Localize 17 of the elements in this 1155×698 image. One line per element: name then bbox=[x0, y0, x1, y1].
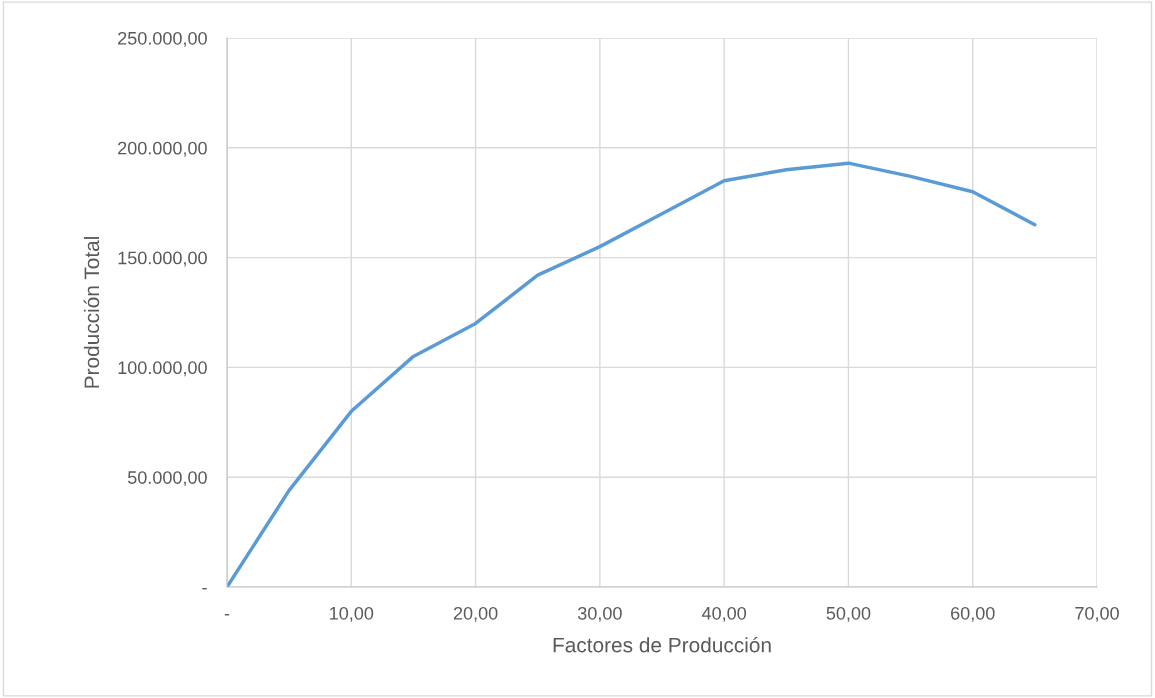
x-tick-label: 50,00 bbox=[826, 606, 871, 622]
x-tick-label: 20,00 bbox=[453, 606, 498, 622]
y-axis-title: Producción Total bbox=[83, 237, 100, 388]
x-tick-label: - bbox=[224, 614, 230, 616]
y-tick-label: - bbox=[202, 588, 207, 590]
x-tick-label: 40,00 bbox=[701, 606, 747, 622]
y-tick-label: 50.000,00 bbox=[127, 471, 207, 487]
y-tick-label: 150.000,00 bbox=[118, 251, 207, 267]
x-tick-label: 30,00 bbox=[577, 606, 622, 622]
y-tick-label: 100.000,00 bbox=[118, 361, 207, 377]
y-tick-label: 200.000,00 bbox=[118, 141, 207, 157]
y-tick-label: 250.000,00 bbox=[118, 31, 207, 47]
x-axis-title: Factores de Producción bbox=[553, 636, 771, 653]
line-series bbox=[227, 161, 1037, 587]
x-tick-label: 70,00 bbox=[1075, 606, 1119, 622]
x-tick-label: 10,00 bbox=[330, 606, 374, 622]
x-tick-label: 60,00 bbox=[951, 606, 995, 622]
